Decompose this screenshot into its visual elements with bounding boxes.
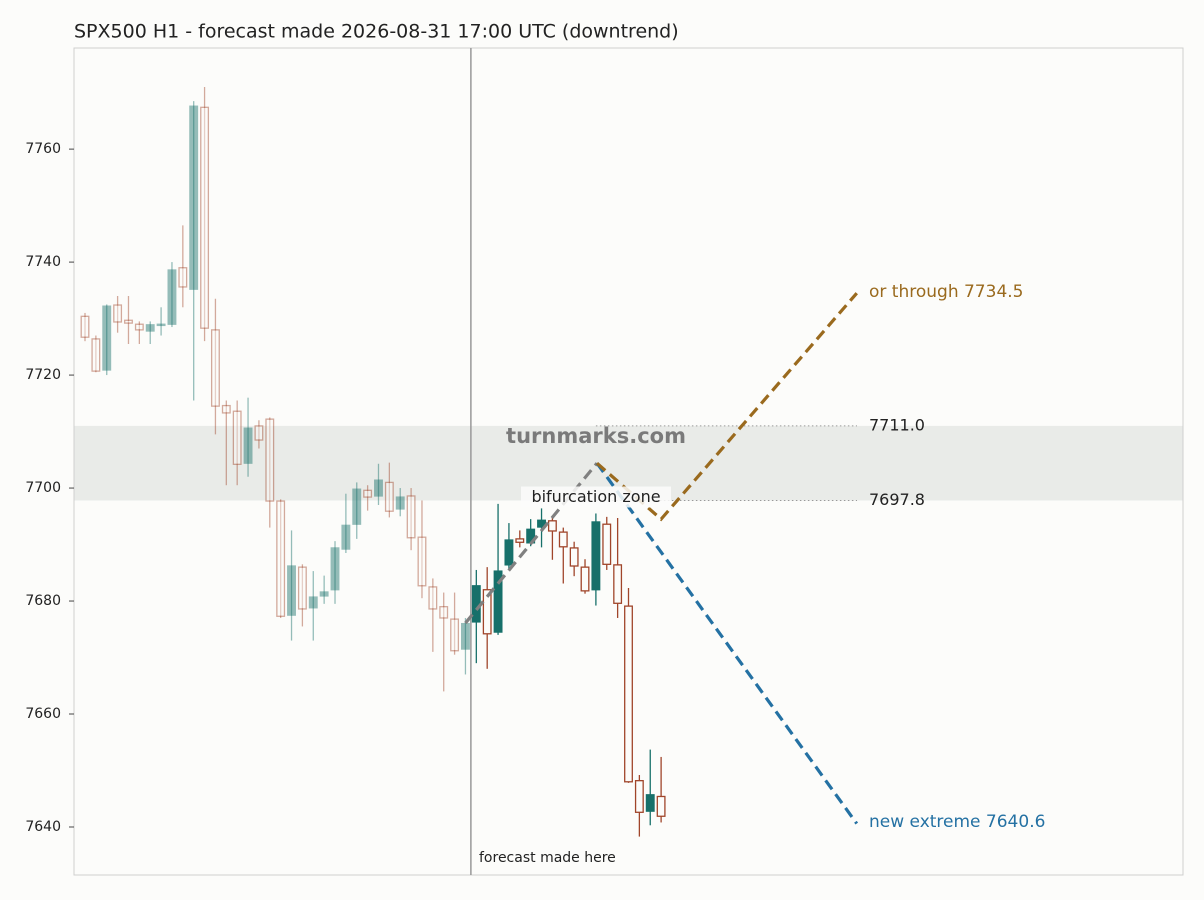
candle-body <box>395 496 405 510</box>
candle-body <box>493 570 503 633</box>
candle-body <box>189 105 199 290</box>
candle-body <box>613 564 623 604</box>
candle-body <box>515 538 525 543</box>
candle-body <box>287 565 296 616</box>
candle-body <box>558 531 568 548</box>
level-label: 7711.0 <box>869 415 925 434</box>
candle-body <box>450 618 460 652</box>
candle-body <box>330 547 340 591</box>
candle-body <box>91 338 101 372</box>
candle-body <box>645 794 655 812</box>
forecast-label: forecast made here <box>479 850 616 866</box>
y-tick-label: 7740 <box>25 254 61 270</box>
candle-body <box>363 489 373 498</box>
candle-body <box>178 267 188 288</box>
candle-body <box>634 780 644 813</box>
candle-body <box>80 315 90 338</box>
candle-body <box>406 495 416 539</box>
candle-body <box>297 566 307 610</box>
y-tick-label: 7720 <box>25 367 61 383</box>
candle-body <box>471 585 481 623</box>
candle-body <box>417 536 427 587</box>
candle-body <box>102 305 112 371</box>
candle-body <box>124 319 133 324</box>
candle-body <box>439 606 449 619</box>
candle-body <box>167 269 177 325</box>
candle-body <box>569 547 579 567</box>
candle-body <box>265 418 275 502</box>
candle-body <box>624 605 633 783</box>
candle-body <box>384 481 394 512</box>
y-tick-label: 7640 <box>25 819 61 835</box>
y-tick-label: 7660 <box>25 706 61 722</box>
candle-body <box>482 589 492 635</box>
candle-body <box>656 795 666 817</box>
candle-body <box>319 591 329 597</box>
y-tick-label: 7760 <box>25 141 61 157</box>
down-target-label: new extreme 7640.6 <box>869 812 1045 832</box>
candle-body <box>374 479 383 497</box>
candle-body <box>547 520 557 532</box>
candle-body <box>243 427 253 464</box>
y-tick-label: 7680 <box>25 593 61 609</box>
candle-body <box>156 323 166 327</box>
candle-body <box>602 523 612 565</box>
candle-body <box>460 622 470 650</box>
candle-body <box>308 596 318 609</box>
up-target-label: or through 7734.5 <box>869 282 1023 302</box>
candle-body <box>221 404 231 414</box>
candle-body <box>580 566 590 592</box>
plot-frame <box>73 47 1184 876</box>
level-label: 7697.8 <box>869 490 925 509</box>
candle-body <box>276 500 286 617</box>
zone-label: bifurcation zone <box>531 487 660 506</box>
watermark: turnmarks.com <box>506 424 686 448</box>
candle-body <box>341 524 351 550</box>
candle-body <box>591 521 601 591</box>
forecast-path <box>595 462 859 825</box>
candle-body <box>352 488 362 525</box>
candle-body <box>504 539 514 566</box>
zone-label-bg <box>521 486 671 508</box>
candle-body <box>200 106 210 329</box>
candle-body <box>113 304 123 323</box>
candle-body <box>210 329 220 407</box>
chart-title: SPX500 H1 - forecast made 2026-08-31 17:… <box>74 21 679 43</box>
candle-body <box>254 425 264 441</box>
candle-body <box>428 586 438 610</box>
forecast-path <box>595 292 858 522</box>
candle-body <box>145 324 155 332</box>
candle-body <box>232 410 242 465</box>
candle-body <box>134 323 144 331</box>
y-tick-label: 7700 <box>25 480 61 496</box>
